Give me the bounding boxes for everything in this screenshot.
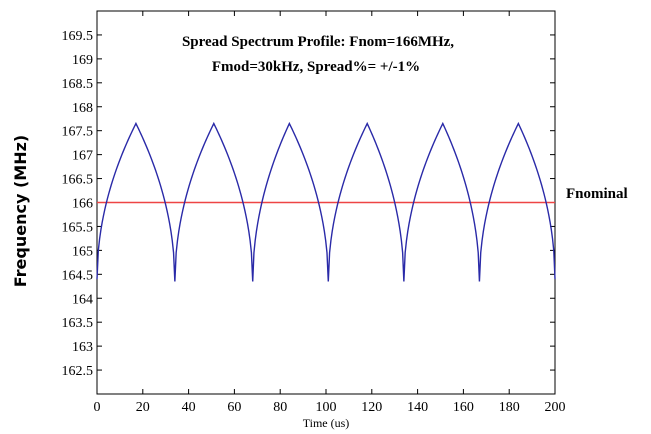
y-tick-label: 162.5 xyxy=(62,364,94,379)
x-tick-label: 0 xyxy=(94,400,101,415)
x-tick-label: 20 xyxy=(136,400,150,415)
y-tick-label: 166 xyxy=(72,197,93,212)
y-tick-label: 163.5 xyxy=(62,316,94,331)
series-lines xyxy=(96,121,556,282)
x-axis-label: Time (us) xyxy=(303,416,350,430)
x-axis-ticks: 0 20 40 60 80 100 120 140 160 180 200 xyxy=(94,11,566,415)
y-tick-label: 165 xyxy=(72,244,93,259)
y-tick-label: 167.5 xyxy=(62,125,94,140)
y-tick-label: 169.5 xyxy=(62,29,94,44)
x-tick-label: 160 xyxy=(453,400,474,415)
y-tick-label: 164 xyxy=(72,292,93,307)
y-axis-ticks: 162.5 163 163.5 164 164.5 165 165.5 166 166.5 167… xyxy=(62,29,555,379)
y-tick-label: 164.5 xyxy=(62,268,94,283)
y-tick-label: 168 xyxy=(72,101,93,116)
x-tick-label: 80 xyxy=(273,400,287,415)
y-tick-label: 168.5 xyxy=(62,77,94,92)
chart-title-line-1: Spread Spectrum Profile: Fnom=166MHz, xyxy=(182,34,454,50)
x-tick-label: 140 xyxy=(407,400,428,415)
y-tick-label: 165.5 xyxy=(62,220,94,235)
x-tick-label: 200 xyxy=(545,400,566,415)
chart-title-line-2: Fmod=30kHz, Spread%= +/-1% xyxy=(212,59,420,75)
x-tick-label: 180 xyxy=(499,400,520,415)
frequency-profile-line xyxy=(96,121,556,282)
x-tick-label: 60 xyxy=(227,400,241,415)
x-tick-label: 100 xyxy=(316,400,337,415)
x-tick-label: 40 xyxy=(182,400,196,415)
y-axis-label: Frequency (MHz) xyxy=(11,135,30,287)
fnominal-annotation: Fnominal xyxy=(566,186,628,202)
y-tick-label: 163 xyxy=(72,340,93,355)
y-tick-label: 166.5 xyxy=(62,173,94,188)
y-tick-label: 169 xyxy=(72,53,93,68)
x-tick-label: 120 xyxy=(361,400,382,415)
y-tick-label: 167 xyxy=(72,149,93,164)
